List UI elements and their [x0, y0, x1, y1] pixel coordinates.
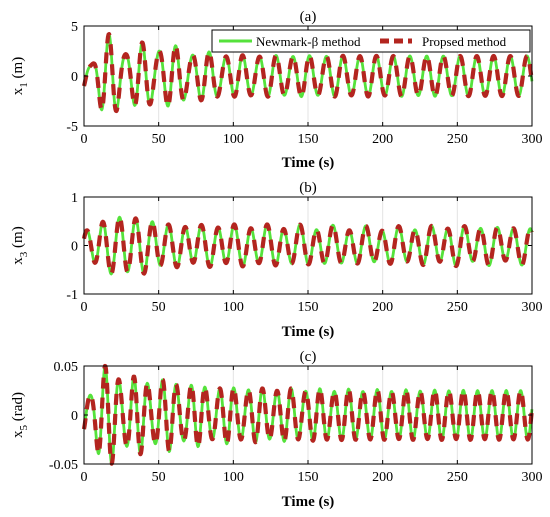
y-axis-label: x1 (m) — [10, 57, 30, 95]
y-tick-label: -1 — [66, 288, 78, 303]
x-tick-label: 150 — [298, 470, 319, 485]
y-tick-label: 1 — [71, 191, 78, 206]
x-tick-label: 0 — [81, 470, 88, 485]
y-tick-label: 5 — [71, 20, 78, 35]
x-tick-label: 0 — [81, 132, 88, 147]
legend: Newmark-β method Propsed method — [211, 29, 531, 53]
y-tick-label: -5 — [66, 120, 78, 135]
panel-b: 0 50 100 150 200 250 300-101(b)Time (s)x3 (m) — [10, 180, 543, 340]
x-tick-label: 100 — [223, 470, 244, 485]
x-tick-label: 200 — [372, 300, 393, 315]
y-tick-label: 0 — [71, 70, 78, 85]
x-tick-label: 50 — [152, 470, 166, 485]
x-axis-label: Time (s) — [282, 324, 335, 340]
x-tick-label: 300 — [522, 132, 543, 147]
panels: 0 50 100 150 200 250 300-505(a)Time (s)x1 (m)0… — [10, 9, 543, 510]
series-line-proposed — [81, 32, 535, 114]
x-tick-label: 150 — [298, 300, 319, 315]
panel-a: 0 50 100 150 200 250 300-505(a)Time (s)x1 (m) — [10, 9, 543, 171]
y-axis-label: x5 (rad) — [10, 392, 30, 438]
x-tick-label: 100 — [223, 132, 244, 147]
panel-title: (c) — [300, 349, 317, 365]
y-tick-label: -0.05 — [49, 458, 78, 473]
y-tick-label: 0 — [71, 240, 78, 255]
legend-label-newmark: Newmark-β method — [256, 34, 361, 49]
series-line-proposed — [81, 363, 535, 466]
x-tick-label: 300 — [522, 470, 543, 485]
x-tick-label: 50 — [152, 132, 166, 147]
x-tick-label: 250 — [447, 470, 468, 485]
x-axis-label: Time (s) — [282, 494, 335, 510]
x-tick-label: 150 — [298, 132, 319, 147]
y-axis-label: x3 (m) — [10, 226, 30, 264]
panel-title: (b) — [299, 180, 317, 196]
legend-box — [211, 29, 531, 53]
y-tick-label: 0.05 — [54, 360, 79, 375]
x-tick-label: 0 — [81, 300, 88, 315]
panel-title: (a) — [300, 9, 317, 25]
x-tick-label: 50 — [152, 300, 166, 315]
x-tick-label: 100 — [223, 300, 244, 315]
x-tick-label: 200 — [372, 470, 393, 485]
x-tick-label: 250 — [447, 132, 468, 147]
x-tick-label: 250 — [447, 300, 468, 315]
x-axis-label: Time (s) — [282, 155, 335, 171]
x-tick-label: 300 — [522, 300, 543, 315]
x-tick-label: 200 — [372, 132, 393, 147]
y-tick-label: 0 — [71, 409, 78, 424]
legend-label-proposed: Propsed method — [422, 34, 507, 49]
series-line-proposed — [81, 215, 534, 277]
